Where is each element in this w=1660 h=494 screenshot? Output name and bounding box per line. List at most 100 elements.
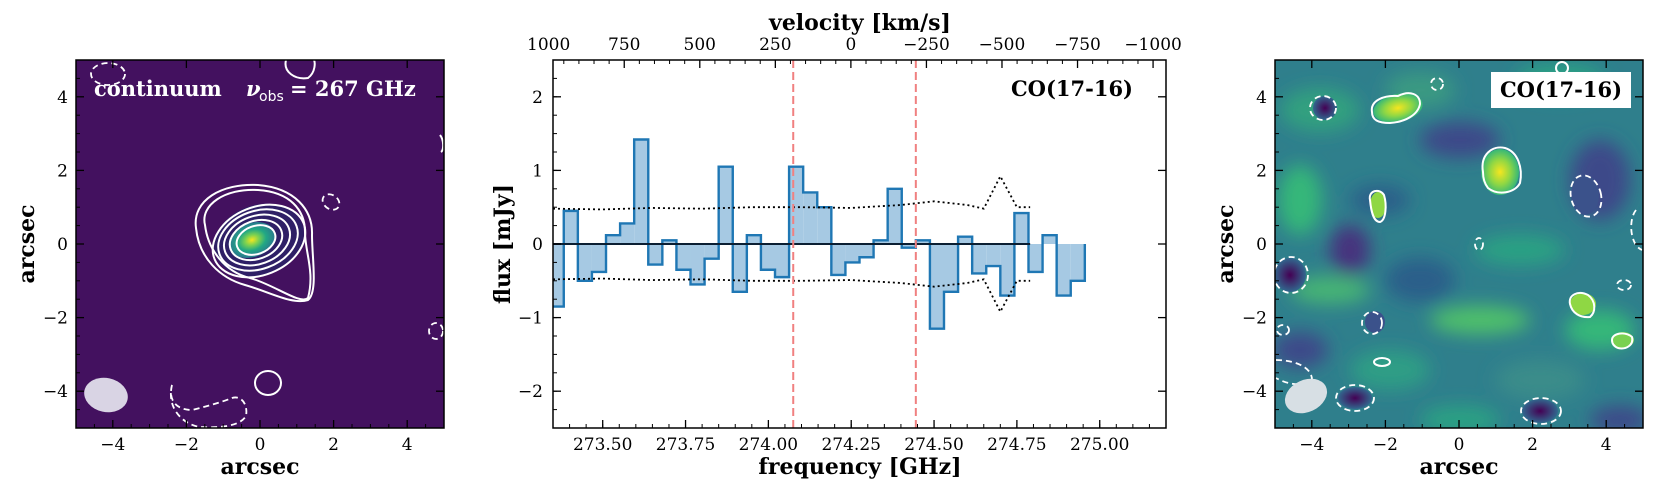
spectrum-bar — [662, 240, 677, 244]
x-tick-label: 275.00 — [1070, 435, 1129, 455]
spectrum-top-label: velocity [km/s] — [768, 10, 951, 36]
top-tick-label: −250 — [903, 35, 950, 55]
continuum-source — [228, 222, 276, 258]
nu-value: = 267 GHz — [290, 76, 416, 101]
x-tick-label: −4 — [100, 435, 125, 455]
y-tick-label: −2 — [1242, 309, 1267, 329]
continuum-contours — [194, 60, 444, 396]
spectrum-bar — [986, 244, 1001, 267]
spectrum-panel: 273.50 273.75 274.00 274.25 274.50 274.75 275.… — [490, 10, 1182, 480]
spectrum-bar — [943, 244, 959, 292]
spectrum-bar — [901, 244, 916, 248]
continuum-map-title: continuum ν obs = 267 GHz — [94, 76, 416, 105]
y-tick-label: −2 — [43, 309, 68, 329]
spectrum-bars — [553, 139, 1085, 329]
spectrum-bar — [929, 244, 944, 329]
continuum-y-label: arcsec — [14, 204, 40, 283]
top-tick-label: 1000 — [527, 35, 570, 55]
y-tick-label: −4 — [43, 382, 68, 402]
x-tick-label: 4 — [402, 435, 413, 455]
y-tick-label: −2 — [518, 382, 543, 402]
y-tick-label: 1 — [532, 161, 543, 181]
spectrum-bar — [746, 235, 761, 244]
x-tick-label: 273.50 — [573, 435, 632, 455]
line-map-axis-ticks: −4 4 −2 2 0 0 2 −2 4 −4 — [1242, 59, 1644, 455]
x-tick-label: 274.75 — [987, 435, 1046, 455]
x-tick-label: 274.25 — [821, 435, 880, 455]
spectrum-bar — [563, 210, 578, 244]
spectrum-lines — [552, 60, 1087, 428]
spectrum-bar — [718, 166, 733, 244]
spectrum-bar — [803, 192, 818, 244]
spectrum-bar — [831, 244, 846, 275]
spectrum-bar — [1014, 213, 1029, 244]
top-tick-label: 0 — [845, 35, 856, 55]
spectrum-bar — [1028, 244, 1043, 272]
spectrum-bar — [1070, 244, 1085, 281]
continuum-negative-contours — [90, 62, 444, 428]
top-tick-label: 250 — [759, 35, 791, 55]
spectrum-bar — [760, 244, 776, 270]
y-tick-label: −4 — [1242, 382, 1267, 402]
x-tick-label: −2 — [174, 435, 199, 455]
spectrum-bar — [620, 223, 635, 244]
spectrum-bar — [553, 244, 564, 307]
top-tick-label: 750 — [608, 35, 640, 55]
nu-symbol: ν — [246, 76, 261, 101]
line-map-noise — [1275, 64, 1643, 428]
spectrum-bar — [676, 244, 691, 270]
line-map-x-label: arcsec — [1419, 454, 1498, 480]
x-tick-label: 0 — [1454, 435, 1465, 455]
spectrum-bar — [591, 244, 607, 272]
x-tick-label: 2 — [1527, 435, 1538, 455]
y-tick-label: 2 — [57, 161, 68, 181]
spectrum-bar — [577, 244, 592, 281]
spectrum-bar — [859, 244, 874, 258]
y-tick-label: 2 — [532, 88, 543, 108]
line-map-beam-ellipse — [1284, 378, 1328, 414]
continuum-x-label: arcsec — [220, 454, 299, 480]
spectrum-bar — [606, 235, 621, 244]
spectrum-bar — [817, 207, 832, 244]
spectrum-bar — [648, 244, 663, 265]
spectrum-bar — [915, 240, 930, 244]
spectrum-axis-ticks: 273.50 273.75 274.00 274.25 274.50 274.75 275.… — [518, 35, 1182, 455]
line-map-negative-contours — [1275, 77, 1643, 425]
x-tick-label: 0 — [255, 435, 266, 455]
y-tick-label: 4 — [1256, 88, 1267, 108]
top-tick-label: −1000 — [1124, 35, 1182, 55]
continuum-label: continuum — [94, 76, 222, 101]
top-tick-label: −500 — [979, 35, 1026, 55]
y-tick-label: 0 — [57, 235, 68, 255]
spectrum-bar — [690, 244, 705, 285]
line-map-panel: CO(17-16) −4 4 −2 2 0 0 2 −2 4 −4 arcsec arcsec — [1213, 59, 1644, 480]
line-map-y-label: arcsec — [1213, 204, 1239, 283]
nu-subscript: obs — [259, 89, 284, 105]
top-tick-label: 500 — [684, 35, 716, 55]
spectrum-bar — [845, 244, 860, 263]
spectrum-bar — [1056, 244, 1071, 296]
y-tick-label: 0 — [532, 235, 543, 255]
y-tick-label: 0 — [1256, 235, 1267, 255]
x-tick-label: 273.75 — [656, 435, 715, 455]
continuum-map-panel: continuum ν obs = 267 GHz −4 4 −2 2 0 0 2 −2 4 −4… — [14, 59, 445, 480]
x-tick-label: 4 — [1601, 435, 1612, 455]
spectrum-y-label: flux [mJy] — [490, 184, 516, 304]
spectrum-x-label: frequency [GHz] — [758, 454, 961, 480]
y-tick-label: 2 — [1256, 161, 1267, 181]
x-tick-label: 2 — [328, 435, 339, 455]
x-tick-label: −4 — [1299, 435, 1324, 455]
x-tick-label: 274.50 — [904, 435, 963, 455]
spectrum-bar — [775, 244, 790, 278]
spectrum-bar — [958, 236, 973, 244]
x-tick-label: 274.00 — [739, 435, 798, 455]
spectrum-bar — [972, 244, 987, 274]
y-tick-label: −1 — [518, 309, 543, 329]
beam-ellipse — [84, 377, 128, 413]
y-tick-label: 4 — [57, 88, 68, 108]
spectrum-bar — [1000, 244, 1015, 296]
line-map-label: CO(17-16) — [1500, 77, 1622, 102]
spectrum-step-line — [553, 138, 1087, 330]
spectrum-bar — [634, 139, 649, 244]
